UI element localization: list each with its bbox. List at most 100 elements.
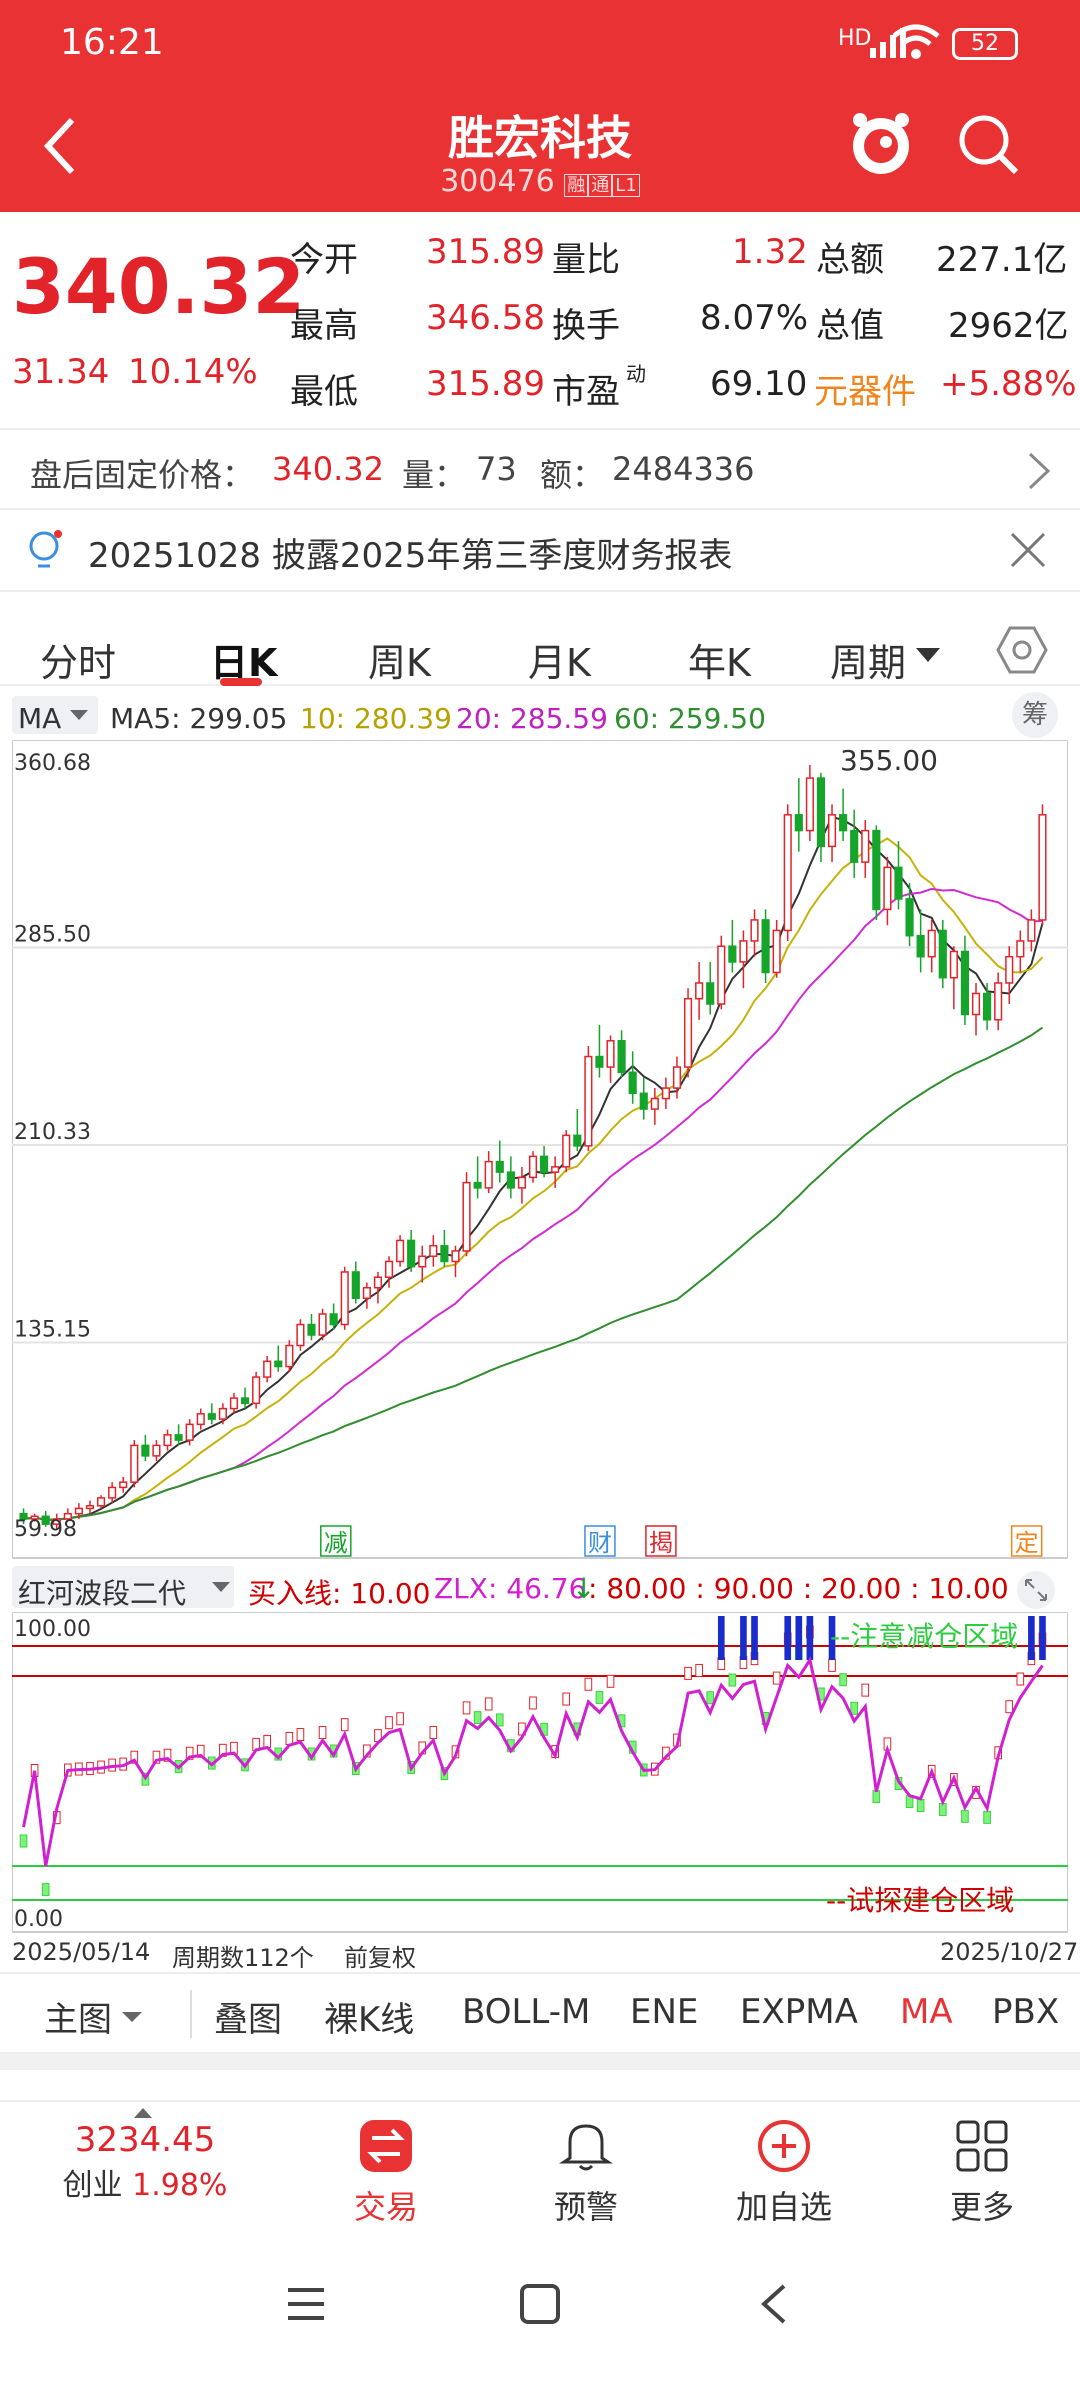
- notice-row[interactable]: 20251028 披露2025年第三季度财务报表: [0, 510, 1080, 592]
- candle: [174, 1434, 183, 1441]
- candle: [318, 1313, 327, 1336]
- candle: [495, 1160, 504, 1173]
- last-price: 340.32: [12, 242, 306, 331]
- subtab-boll[interactable]: BOLL-M: [462, 1992, 591, 2032]
- indicator-bar: [850, 1701, 859, 1715]
- tab-period[interactable]: 周期: [830, 641, 907, 685]
- candle: [130, 1444, 139, 1483]
- indicator-bar: [606, 1674, 615, 1688]
- indicator-bar: [684, 1666, 692, 1680]
- candle: [850, 829, 859, 863]
- candle: [562, 1134, 571, 1168]
- turnover-label: 换手: [552, 306, 620, 346]
- battery-icon: 52: [952, 28, 1018, 60]
- menu-icon[interactable]: [284, 2284, 328, 2324]
- indicator-bar: [285, 1731, 294, 1745]
- stock-code-line: 300476 融通 L1: [0, 164, 1080, 199]
- candle: [639, 1092, 648, 1110]
- kline-chart[interactable]: 360.68 285.50 210.33 135.15 59.98 355.00 减 财 揭…: [12, 740, 1068, 1560]
- tab-yearly[interactable]: 年K: [688, 641, 751, 685]
- subtab-ene[interactable]: ENE: [630, 1992, 699, 2032]
- candle: [905, 898, 914, 937]
- zone-top-label: --注意减仓区域: [830, 1620, 1018, 1653]
- ma5-label: MA5: 299.05: [110, 702, 288, 735]
- candle: [340, 1271, 349, 1326]
- subtab-main[interactable]: 主图: [44, 2000, 112, 2040]
- nav-more[interactable]: 更多: [922, 2118, 1042, 2228]
- nav-trade[interactable]: 交易: [326, 2118, 446, 2228]
- candle: [74, 1507, 83, 1515]
- overlay-tabs: 主图 叠图 裸K线 BOLL-M ENE EXPMA MA PBX: [0, 1972, 1080, 2054]
- indicator-selector[interactable]: [12, 1566, 234, 1608]
- home-icon[interactable]: [518, 2282, 562, 2326]
- indicator-ytop: 100.00: [14, 1617, 91, 1642]
- candle: [285, 1344, 294, 1368]
- indicator-chart[interactable]: 100.00 0.00 --注意减仓区域 --试探建仓区域: [12, 1612, 1068, 1934]
- network-icon: HD: [838, 26, 872, 51]
- ma-line-ma60: [23, 1026, 1044, 1521]
- indicator-signal-bar: [740, 1616, 747, 1660]
- tab-weekly[interactable]: 周K: [368, 641, 431, 685]
- candle: [650, 1097, 659, 1110]
- chevron-right-icon[interactable]: [1024, 450, 1054, 492]
- sector-name[interactable]: 元器件: [814, 372, 916, 412]
- nav-add-label: 加自选: [735, 2188, 832, 2226]
- subtab-ma[interactable]: MA: [900, 1992, 953, 2032]
- caret-down-icon[interactable]: [916, 648, 940, 664]
- indicator-bar: [296, 1728, 305, 1742]
- search-icon[interactable]: [956, 112, 1020, 178]
- event-markers: 减财揭定: [320, 1525, 1043, 1557]
- open-value: 315.89: [426, 232, 545, 272]
- indicator-bar: [185, 1746, 194, 1760]
- candle: [783, 814, 792, 932]
- candle: [506, 1171, 515, 1189]
- chip-button[interactable]: 筹: [1012, 692, 1058, 738]
- tab-daily[interactable]: 日K: [210, 641, 278, 685]
- candle: [19, 1512, 28, 1520]
- tab-active-indicator: [220, 678, 262, 686]
- event-marker-label: 揭: [649, 1529, 673, 1557]
- subtab-overlay[interactable]: 叠图: [214, 2000, 282, 2040]
- zlx-line: [22, 1656, 1044, 1867]
- candle: [706, 982, 715, 1005]
- subtab-pbx[interactable]: PBX: [992, 1992, 1060, 2032]
- indicator-ybottom: 0.00: [14, 1907, 63, 1932]
- indicator-name: 红河波段二代: [18, 1577, 187, 1610]
- tab-intraday[interactable]: 分时: [40, 641, 117, 685]
- indicator-signal-bar: [795, 1616, 803, 1660]
- close-icon[interactable]: [1010, 532, 1046, 568]
- hexagon-settings-icon[interactable]: [996, 624, 1048, 676]
- after-hours-row[interactable]: 盘后固定价格： 340.32 量： 73 额： 2484336: [0, 428, 1080, 510]
- candle: [329, 1313, 338, 1326]
- back-arrow-icon[interactable]: [40, 116, 80, 176]
- indicator-bar: [872, 1790, 881, 1804]
- back-icon[interactable]: [756, 2282, 792, 2326]
- expand-icon[interactable]: [1016, 1570, 1056, 1610]
- subtab-expma[interactable]: EXPMA: [740, 1992, 858, 2032]
- ma-selector[interactable]: [12, 696, 98, 734]
- candle: [185, 1423, 194, 1441]
- period-count: 周期数112个: [172, 1944, 314, 1972]
- event-marker-box: [1010, 1525, 1043, 1557]
- mascot-icon[interactable]: [846, 108, 916, 182]
- subtab-bare[interactable]: 裸K线: [324, 2000, 415, 2040]
- nav-add-watchlist[interactable]: 加自选: [722, 2118, 846, 2228]
- indicator-signal-bar: [717, 1616, 725, 1660]
- tab-monthly[interactable]: 月K: [528, 641, 591, 685]
- candle: [451, 1250, 460, 1263]
- candle: [960, 950, 970, 1016]
- nav-alert[interactable]: 预警: [526, 2118, 646, 2228]
- indicator-bar: [462, 1701, 471, 1715]
- candle: [384, 1260, 394, 1278]
- badge-rong: 融: [564, 174, 589, 197]
- levels-label: : 80.00 : 90.00 : 20.00 : 10.00: [588, 1572, 1009, 1605]
- indicator-bar: [1016, 1672, 1025, 1686]
- adjust-mode[interactable]: 前复权: [344, 1944, 416, 1972]
- index-widget[interactable]: 3234.45 创业 1.98%: [40, 2120, 250, 2204]
- candle: [628, 1071, 637, 1095]
- indicator-bar: [340, 1718, 349, 1732]
- sector-change[interactable]: +5.88%: [940, 364, 1077, 404]
- candle: [240, 1397, 250, 1405]
- indicator-bar: [529, 1696, 537, 1710]
- notice-text: 20251028 披露2025年第三季度财务报表: [88, 536, 733, 576]
